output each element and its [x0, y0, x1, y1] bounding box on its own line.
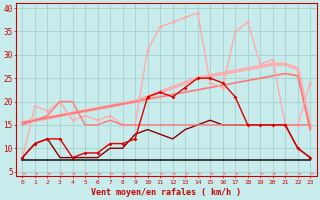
X-axis label: Vent moyen/en rafales ( km/h ): Vent moyen/en rafales ( km/h ) — [92, 188, 241, 197]
